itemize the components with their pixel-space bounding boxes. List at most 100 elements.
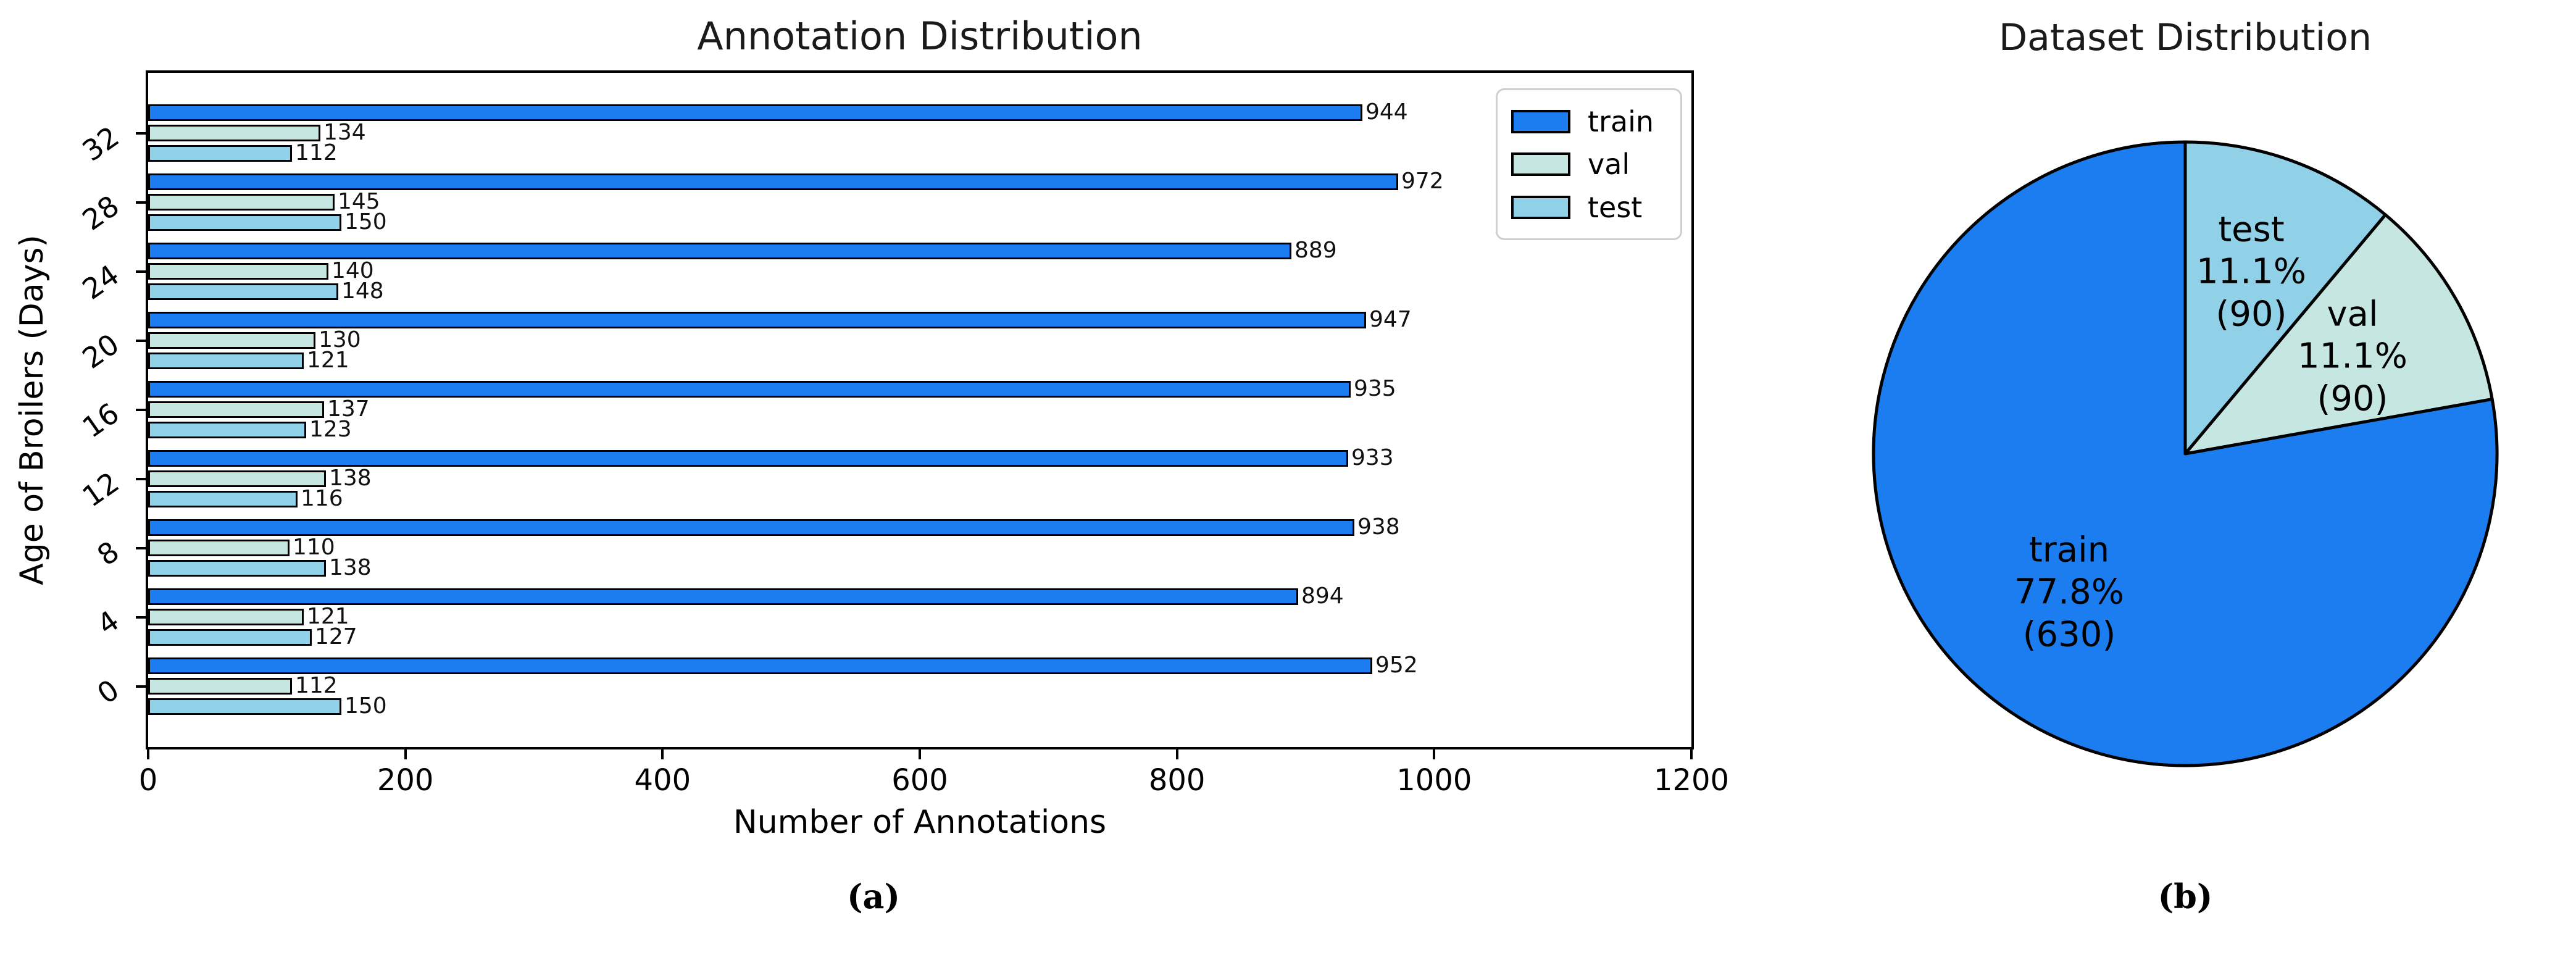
bar-val-32 (148, 125, 320, 141)
bar-train-28 (148, 173, 1398, 190)
bar-value-label: 938 (1357, 514, 1400, 540)
x-tick-mark (919, 749, 921, 759)
bar-test-4 (148, 629, 312, 646)
legend-swatch-val (1511, 152, 1570, 176)
pie-graphic (1872, 140, 2499, 767)
y-tick-mark (136, 547, 146, 549)
bar-value-label: 138 (329, 465, 372, 491)
pie-slice-label-train: train 77.8% (630) (2014, 530, 2124, 655)
bar-val-8 (148, 540, 290, 556)
bar-test-32 (148, 145, 292, 162)
pie-slice-train (1872, 140, 2499, 767)
pie-slice-val (2183, 213, 2494, 456)
bar-value-label: 944 (1365, 99, 1408, 125)
legend-row-train: train (1511, 105, 1667, 138)
x-tick-label: 1000 (1396, 763, 1472, 798)
x-tick-mark (1690, 749, 1693, 759)
bar-test-16 (148, 422, 306, 438)
bar-train-0 (148, 657, 1372, 674)
x-tick-label: 400 (634, 763, 691, 798)
caption-a: (a) (846, 877, 901, 916)
bar-value-label: 130 (319, 327, 361, 353)
bar-val-16 (148, 401, 324, 418)
bar-value-label: 148 (341, 278, 384, 304)
bar-train-16 (148, 381, 1351, 398)
bar-test-12 (148, 491, 298, 507)
y-tick-mark (136, 685, 146, 688)
bar-train-8 (148, 519, 1354, 536)
bar-value-label: 947 (1369, 307, 1412, 332)
pie-slice-label-test: test 11.1% (90) (2196, 209, 2306, 335)
legend: train val test (1496, 88, 1682, 240)
legend-label-test: test (1588, 190, 1643, 224)
x-tick-mark (661, 749, 664, 759)
bar-test-8 (148, 560, 326, 577)
pie-chart-region: Dataset Distribution (b) (1852, 0, 2576, 960)
caption-b: (b) (2157, 877, 2213, 916)
bar-test-20 (148, 353, 304, 369)
bar-val-12 (148, 470, 326, 487)
bar-chart-title: Annotation Distribution (697, 14, 1143, 59)
bar-value-label: 150 (344, 209, 387, 235)
bar-value-label: 134 (323, 120, 366, 145)
y-tick-mark (136, 340, 146, 342)
bar-train-12 (148, 450, 1348, 467)
bar-train-24 (148, 243, 1291, 259)
y-tick-mark (136, 616, 146, 619)
bar-value-label: 123 (309, 417, 352, 442)
legend-swatch-train (1511, 109, 1570, 133)
x-tick-mark (1433, 749, 1436, 759)
bar-val-24 (148, 263, 328, 280)
legend-row-test: test (1511, 191, 1667, 224)
legend-swatch-test (1511, 195, 1570, 219)
bar-value-label: 112 (295, 140, 338, 165)
y-tick-mark (136, 270, 146, 273)
bar-value-label: 145 (338, 189, 380, 214)
x-tick-mark (147, 749, 149, 759)
x-tick-label: 200 (377, 763, 434, 798)
bar-value-label: 935 (1354, 376, 1396, 401)
pie-chart-title: Dataset Distribution (1998, 16, 2372, 59)
bar-value-label: 110 (293, 535, 335, 560)
bar-value-label: 889 (1294, 238, 1337, 263)
y-tick-mark (136, 201, 146, 204)
bar-value-label: 894 (1301, 583, 1344, 609)
legend-label-train: train (1588, 104, 1654, 138)
pie-slice-label-val: val 11.1% (90) (2298, 294, 2407, 419)
bar-test-24 (148, 283, 338, 300)
bar-val-20 (148, 332, 315, 349)
bar-train-20 (148, 312, 1366, 328)
bar-val-28 (148, 194, 335, 211)
bar-value-label: 138 (329, 555, 372, 580)
x-tick-label: 800 (1148, 763, 1206, 798)
pie-slice-test (2183, 140, 2387, 456)
y-tick-mark (136, 478, 146, 480)
bar-val-0 (148, 678, 292, 695)
x-tick-label: 0 (138, 763, 158, 798)
bar-value-label: 933 (1351, 445, 1394, 470)
bar-value-label: 127 (315, 624, 357, 649)
y-tick-mark (136, 132, 146, 135)
x-tick-label: 600 (891, 763, 948, 798)
bar-value-label: 150 (344, 693, 387, 719)
x-tick-mark (404, 749, 407, 759)
bar-test-28 (148, 214, 341, 231)
bar-value-label: 121 (307, 604, 349, 629)
bar-test-0 (148, 698, 341, 715)
bar-value-label: 121 (307, 348, 349, 373)
bar-val-4 (148, 609, 304, 625)
bar-value-label: 112 (295, 673, 338, 698)
bar-value-label: 972 (1401, 169, 1444, 194)
legend-label-val: val (1588, 148, 1630, 181)
y-tick-mark (136, 409, 146, 411)
bar-value-label: 116 (301, 486, 343, 511)
bar-value-label: 952 (1375, 653, 1418, 678)
x-tick-label: 1200 (1653, 763, 1730, 798)
legend-row-val: val (1511, 148, 1667, 181)
bar-train-4 (148, 588, 1298, 605)
bar-train-32 (148, 104, 1362, 121)
bar-chart-x-axis-label: Number of Annotations (733, 804, 1107, 841)
x-tick-mark (1175, 749, 1178, 759)
